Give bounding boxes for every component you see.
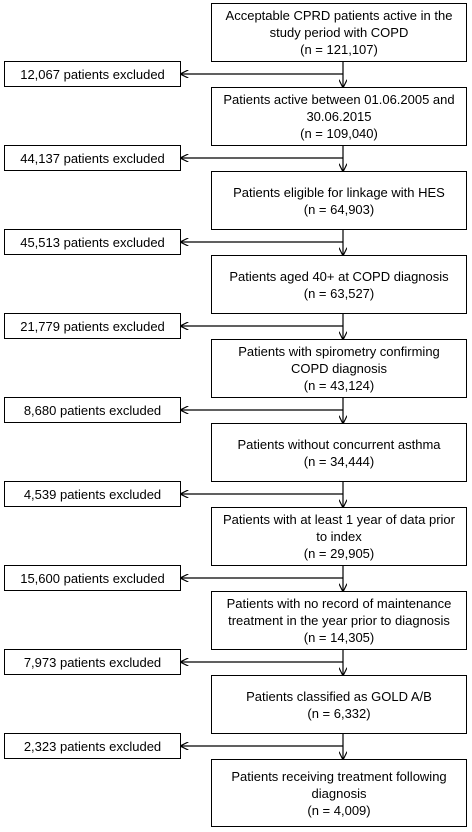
step-6-line-1: Patients without concurrent asthma	[237, 436, 441, 452]
exclusion-box-1: 12,067 patients excluded	[4, 61, 181, 87]
step-2-line-2: 30.06.2015	[306, 109, 372, 124]
step-10-line-2: diagnosis	[311, 785, 367, 801]
step-3-line-2: (n = 64,903)	[303, 201, 375, 217]
step-1-line-3: (n = 121,107)	[300, 42, 378, 57]
exclusion-box-2: 44,137 patients excluded	[4, 145, 181, 171]
step-5-line-3: (n = 43,124)	[303, 378, 375, 393]
exclusion-box-6: 4,539 patients excluded	[4, 481, 181, 507]
step-box-8: Patients with no record of maintenance t…	[211, 591, 467, 650]
step-box-10: Patients receiving treatment following d…	[211, 759, 467, 827]
step-2-line-3: (n = 109,040)	[300, 126, 378, 141]
step-box-7: Patients with at least 1 year of data pr…	[211, 507, 467, 566]
step-4-line-1: Patients aged 40+ at COPD diagnosis	[229, 268, 449, 284]
step-3-line-1: Patients eligible for linkage with HES	[233, 184, 445, 200]
step-8-line-1: Patients with no record of maintenance	[226, 596, 452, 611]
step-1-line-2: study period with COPD	[269, 25, 409, 40]
step-4-line-2: (n = 63,527)	[303, 285, 375, 301]
step-10-line-3: (n = 4,009)	[307, 802, 371, 818]
exclusion-box-3: 45,513 patients excluded	[4, 229, 181, 255]
step-8-line-3: (n = 14,305)	[303, 630, 375, 645]
exclusion-box-5: 8,680 patients excluded	[4, 397, 181, 423]
step-box-9: Patients classified as GOLD A/B (n = 6,3…	[211, 675, 467, 734]
step-6-line-2: (n = 34,444)	[303, 453, 375, 469]
step-box-1: Acceptable CPRD patients active in the s…	[211, 3, 467, 62]
step-box-3: Patients eligible for linkage with HES (…	[211, 171, 467, 230]
step-7-line-1: Patients with at least 1 year of data pr…	[223, 512, 455, 527]
step-7-line-2: to index	[316, 529, 362, 544]
step-box-2: Patients active between 01.06.2005 and 3…	[211, 87, 467, 146]
exclusion-box-9: 2,323 patients excluded	[4, 733, 181, 759]
step-9-line-1: Patients classified as GOLD A/B	[246, 688, 432, 704]
exclusion-box-4: 21,779 patients excluded	[4, 313, 181, 339]
step-box-5: Patients with spirometry confirming COPD…	[211, 339, 467, 398]
step-8-line-2: treatment in the year prior to diagnosis	[228, 613, 450, 628]
step-box-6: Patients without concurrent asthma (n = …	[211, 423, 467, 482]
exclusion-box-8: 7,973 patients excluded	[4, 649, 181, 675]
step-box-4: Patients aged 40+ at COPD diagnosis (n =…	[211, 255, 467, 314]
step-7-line-3: (n = 29,905)	[303, 546, 375, 561]
exclusion-box-7: 15,600 patients excluded	[4, 565, 181, 591]
step-9-line-2: (n = 6,332)	[307, 705, 371, 721]
step-5-line-1: Patients with spirometry confirming	[238, 344, 440, 359]
step-1-line-1: Acceptable CPRD patients active in the	[225, 8, 453, 23]
step-10-line-1: Patients receiving treatment following	[231, 768, 447, 784]
step-5-line-2: COPD diagnosis	[290, 361, 388, 376]
step-2-line-1: Patients active between 01.06.2005 and	[223, 92, 455, 107]
